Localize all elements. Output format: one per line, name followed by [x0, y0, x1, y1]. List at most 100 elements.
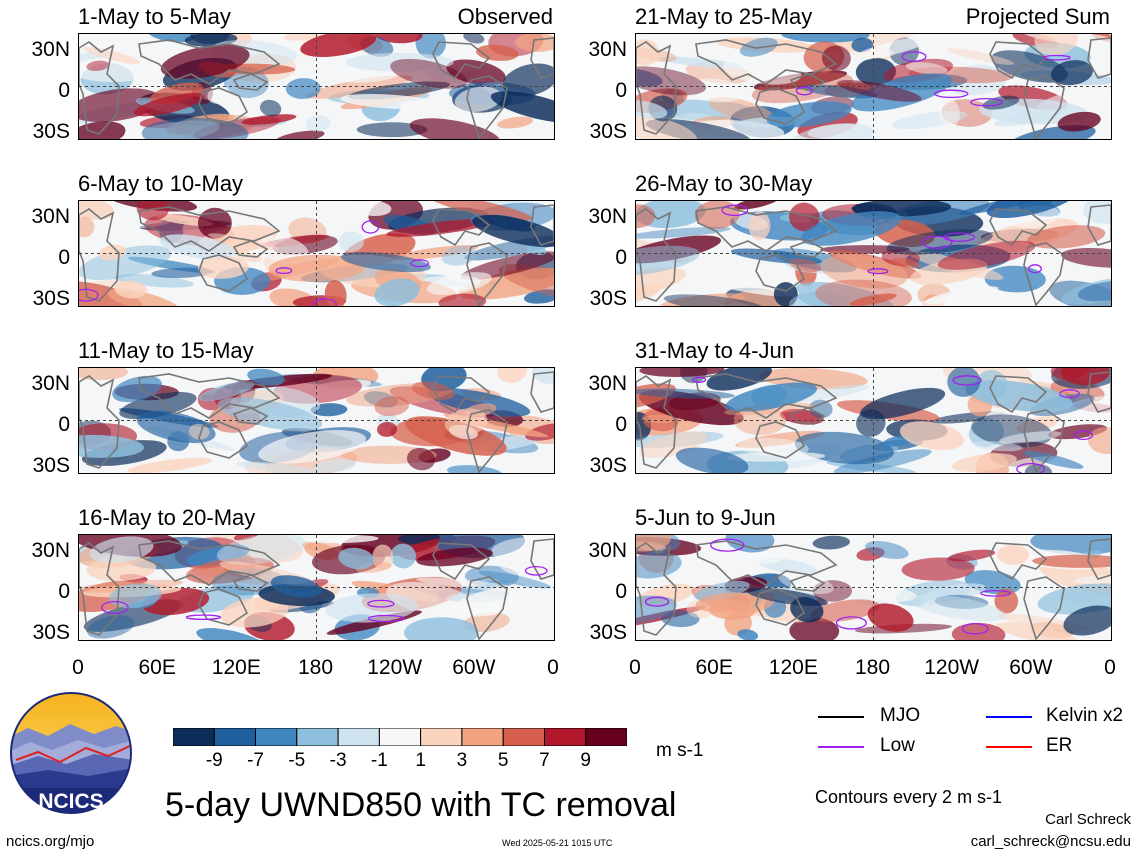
wind-anomaly-blob	[285, 78, 321, 99]
coastline	[432, 542, 491, 581]
coastline	[789, 240, 826, 258]
low-contour	[721, 204, 749, 217]
y-tick-label: 30S	[32, 120, 70, 143]
coastline	[989, 208, 1048, 247]
panel-title: 6-May to 10-May	[78, 171, 244, 196]
legend-line-mjo	[818, 716, 864, 718]
wind-anomaly-blob	[823, 34, 924, 52]
coastline	[695, 206, 838, 252]
low-contour	[961, 622, 989, 635]
panel-title: 1-May to 5-May	[78, 4, 231, 29]
wind-anomaly-blob	[636, 66, 707, 96]
wind-anomaly-blob	[79, 245, 172, 281]
colorbar-swatch	[296, 728, 339, 746]
wind-anomaly-blob	[851, 35, 936, 61]
wind-anomaly-blob	[636, 100, 668, 119]
wind-anomaly-blob	[196, 628, 267, 640]
wind-anomaly-blob	[373, 34, 423, 44]
wind-anomaly-blob	[1024, 464, 1052, 473]
wind-anomaly-blob	[781, 34, 870, 43]
wind-anomaly-blob	[636, 388, 735, 399]
wind-anomaly-blob	[415, 34, 447, 59]
wind-anomaly-blob	[187, 544, 250, 567]
colorbar-tick-label: 9	[580, 750, 591, 771]
wind-anomaly-blob	[909, 594, 1007, 622]
wind-anomaly-blob	[890, 258, 921, 269]
x-tick-label: 0	[72, 656, 84, 679]
wind-anomaly-blob	[438, 293, 487, 306]
x-tick-label: 180	[854, 656, 891, 679]
wind-anomaly-blob	[446, 59, 506, 86]
map-panel	[78, 534, 555, 641]
y-tick-label: 0	[615, 79, 627, 102]
wind-anomaly-blob	[681, 78, 746, 103]
x-tick-label: 180	[297, 656, 334, 679]
coastline	[138, 540, 281, 586]
low-contour	[867, 268, 889, 275]
source-link[interactable]: ncics.org/mjo	[6, 833, 95, 850]
wind-anomaly-blob	[532, 368, 554, 384]
wind-anomaly-blob	[1034, 34, 1078, 56]
wind-anomaly-blob	[636, 284, 661, 304]
wind-anomaly-blob	[972, 441, 1023, 452]
y-tick-label: 0	[615, 580, 627, 603]
panel-title: 31-May to 4-Jun	[635, 338, 794, 363]
coastline	[755, 254, 806, 292]
colorbar-tick-label: 7	[539, 750, 550, 771]
wind-anomaly-blob	[454, 86, 502, 113]
wind-anomaly-blob	[694, 270, 800, 297]
wind-anomaly-blob	[283, 34, 341, 41]
author-email[interactable]: carl_schreck@ncsu.edu	[970, 833, 1131, 850]
wind-anomaly-blob	[198, 381, 255, 402]
wind-anomaly-blob	[636, 535, 671, 552]
x-tick-label: 60E	[138, 656, 176, 679]
wind-anomaly-blob	[498, 264, 554, 302]
wind-anomaly-blob	[514, 34, 554, 52]
coastline	[466, 409, 508, 473]
wind-anomaly-blob	[460, 251, 554, 280]
wind-anomaly-blob	[314, 458, 357, 473]
wind-anomaly-blob	[89, 536, 154, 564]
wind-anomaly-blob	[79, 51, 110, 65]
figure-title: 5-day UWND850 with TC removal	[165, 786, 677, 824]
panel-title: 26-May to 30-May	[635, 171, 813, 196]
colorbar-tick-label: 1	[415, 750, 426, 771]
coastline	[466, 576, 508, 640]
wind-anomaly-blob	[997, 544, 1030, 565]
contour-note: Contours every 2 m s-1	[815, 787, 1003, 807]
coastline	[695, 540, 838, 586]
wind-anomaly-blob	[258, 430, 367, 464]
wind-anomaly-blob	[472, 215, 554, 247]
low-contour	[921, 235, 953, 249]
x-tick-label: 0	[1104, 656, 1116, 679]
coastline	[789, 574, 826, 592]
wind-anomaly-blob	[426, 272, 492, 295]
wind-anomaly-blob	[922, 583, 987, 602]
low-contour	[361, 220, 380, 234]
colorbar-tick-label: -3	[329, 750, 347, 771]
wind-anomaly-blob	[789, 202, 820, 232]
colorbar-swatch	[585, 728, 627, 746]
wind-anomaly-blob	[1008, 125, 1096, 139]
wind-anomaly-blob	[1061, 278, 1111, 305]
coastline	[755, 588, 806, 626]
coastline	[79, 208, 120, 302]
coastline	[530, 204, 554, 246]
y-tick-label: 30N	[588, 38, 627, 61]
x-tick-label: 120E	[768, 656, 818, 679]
colorbar-swatch	[337, 728, 380, 746]
x-tick-label: 120W	[367, 656, 423, 679]
wind-anomaly-blob	[638, 390, 744, 426]
low-contour	[710, 538, 745, 552]
coastline	[232, 73, 269, 91]
y-tick-label: 0	[58, 413, 70, 436]
wind-anomaly-blob	[1063, 605, 1111, 636]
wind-anomaly-blob	[901, 557, 975, 581]
wind-anomaly-blob	[639, 431, 708, 459]
wind-anomaly-blob	[971, 414, 1053, 448]
x-tick-label: 60E	[695, 656, 733, 679]
coastline	[1023, 409, 1065, 473]
wind-anomaly-blob	[820, 254, 908, 289]
wind-anomaly-blob	[377, 421, 398, 437]
wind-anomaly-blob	[821, 45, 851, 71]
